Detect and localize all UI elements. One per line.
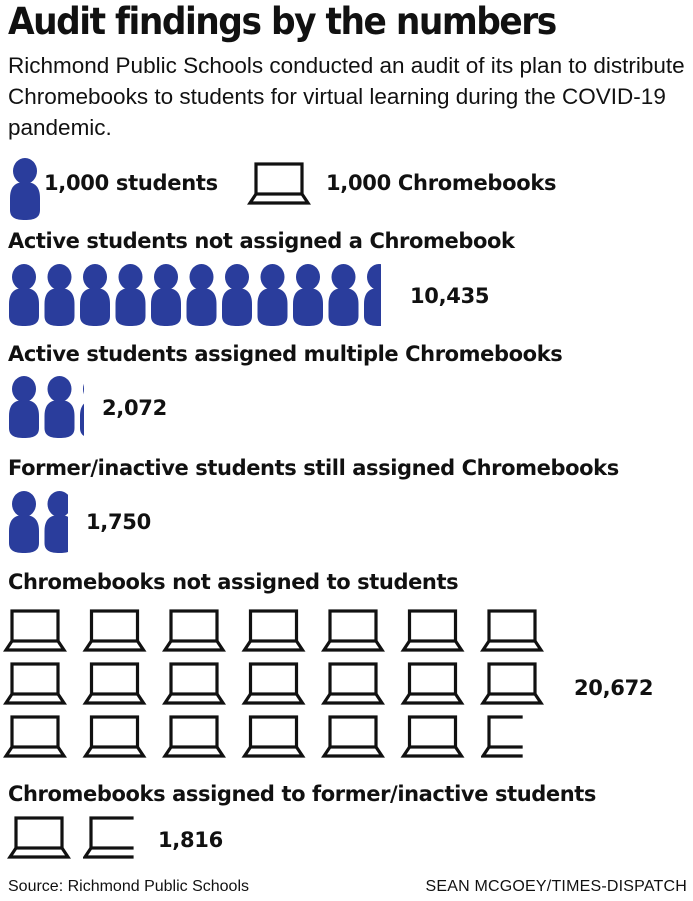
credit-line: SEAN MCGOEY/TIMES-DISPATCH	[425, 878, 687, 895]
section-value-5: 1,816	[158, 828, 223, 852]
chromebook-icon	[162, 662, 226, 705]
student-icon	[186, 264, 217, 326]
section-title-5: Chromebooks assigned to former/inactive …	[8, 782, 597, 806]
student-icon	[44, 491, 68, 553]
chromebook-icon	[480, 662, 544, 705]
student-icon	[9, 491, 39, 553]
chromebook-icon	[241, 715, 306, 758]
chromebook-icon	[82, 662, 147, 705]
student-icon	[44, 264, 75, 326]
student-icon	[293, 264, 323, 326]
chromebook-icon	[162, 609, 226, 652]
chromebook-icon	[321, 715, 385, 758]
student-icon	[80, 383, 84, 436]
section-title-2: Active students assigned multiple Chrome…	[8, 342, 563, 366]
section-value-1: 10,435	[410, 284, 490, 308]
source-note: Source: Richmond Public Schools	[8, 878, 250, 895]
section-title-1: Active students not assigned a Chromeboo…	[8, 229, 515, 253]
section-value-2: 2,072	[102, 396, 167, 420]
section-value-3: 1,750	[86, 510, 151, 534]
legend-person-icon	[10, 158, 40, 220]
legend-student-label: 1,000 students	[44, 171, 218, 195]
student-icon	[44, 376, 75, 438]
chromebook-icon	[400, 662, 465, 705]
student-icon	[257, 264, 288, 326]
section-title-3: Former/inactive students still assigned …	[8, 456, 619, 480]
chromebook-icon-partial	[481, 715, 523, 758]
chromebook-icon	[3, 715, 67, 758]
chromebook-icon	[241, 609, 306, 652]
section-value-4: 20,672	[574, 676, 654, 700]
chromebook-icon	[480, 609, 544, 652]
student-icon	[9, 264, 39, 326]
chromebook-icon	[82, 715, 147, 758]
section-title-4: Chromebooks not assigned to students	[8, 570, 459, 594]
legend-laptop-icon	[247, 162, 311, 205]
chromebook-icon	[400, 715, 465, 758]
student-icon	[115, 264, 146, 326]
chromebook-icon	[321, 609, 385, 652]
student-icon	[80, 264, 110, 326]
chart-subtitle: Richmond Public Schools conducted an aud…	[8, 53, 685, 140]
chart-title: Audit findings by the numbers	[8, 0, 557, 43]
legend-chromebook-label: 1,000 Chromebooks	[326, 171, 557, 195]
chromebook-icon	[3, 662, 67, 705]
student-icon	[328, 264, 359, 326]
chromebook-icon	[321, 662, 385, 705]
chromebook-icon	[3, 609, 67, 652]
chromebook-icon	[400, 609, 465, 652]
chromebook-icon	[82, 609, 147, 652]
chromebook-icon	[162, 715, 226, 758]
student-icon	[364, 264, 381, 326]
chromebook-icon	[7, 816, 71, 859]
chromebook-icon	[241, 662, 306, 705]
student-icon	[9, 376, 39, 438]
student-icon	[222, 264, 252, 326]
chromebook-icon-partial	[83, 816, 134, 859]
student-icon	[151, 264, 181, 326]
